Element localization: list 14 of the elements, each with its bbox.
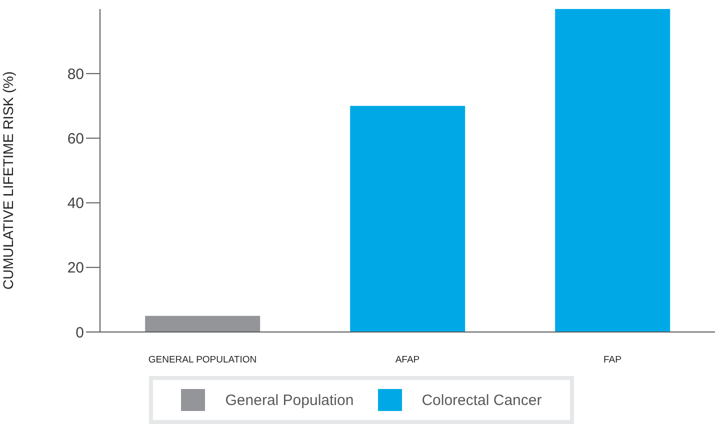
y-tick-label: 80 [67, 66, 84, 83]
y-tick-label: 60 [67, 130, 84, 148]
legend-label: General Population [225, 392, 354, 408]
x-tick-label: FAP [604, 354, 622, 366]
y-axis-title: CUMULATIVE LIFETIME RISK (%) [0, 71, 16, 290]
bar [555, 9, 670, 332]
y-tick-label: 20 [67, 260, 84, 277]
y-tick-label: 40 [67, 195, 84, 212]
legend-label: Colorectal Cancer [422, 392, 542, 408]
y-tick-label: 0 [76, 324, 84, 342]
x-tick-label: GENERAL POPULATION [148, 354, 257, 366]
bar [145, 316, 260, 332]
bar [350, 106, 466, 332]
x-tick-label: AFAP [395, 354, 420, 366]
